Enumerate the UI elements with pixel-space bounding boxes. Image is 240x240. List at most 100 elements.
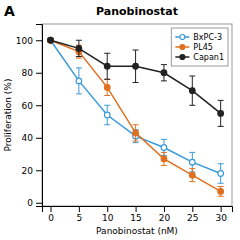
error-bar [161,152,167,165]
tick: 10 [102,206,114,223]
point [104,63,110,69]
point [218,171,224,177]
error-bar [104,79,110,95]
tick-label: 20 [159,213,171,223]
legend-box [171,28,228,66]
error-bar [76,45,82,58]
error-bar-line [218,186,224,187]
error-bar-line [76,56,82,57]
tick-label: 0 [27,198,33,208]
plot-frame [42,24,232,206]
tick-mark [36,105,42,106]
tick: 15 [130,206,141,223]
error-bar-line [104,124,110,125]
error-bar-line [76,67,82,68]
legend-label: BxPC-3 [193,33,222,42]
tick-label: 40 [22,133,34,143]
x-axis-title: Panobinostat (nM) [96,226,178,236]
error-bar-line [104,95,110,96]
tick-label: 100 [16,36,33,46]
error-bar-line [189,105,195,106]
tick-mark [36,40,42,41]
tick-mark [36,73,42,74]
error-bar [133,50,139,83]
point [189,159,195,165]
tick-label: 20 [22,166,34,176]
chart: 0 5 10 15 20 25 30 0 20 40 60 80 100 BxPC-3PL45Capan1… [0,0,240,240]
tick-mark [164,206,165,212]
tick-label: 0 [48,213,54,223]
error-bar-line [218,183,224,184]
error-bar-line [189,168,195,169]
error-bar-line [189,181,195,182]
point [104,85,110,91]
title: Panobinostat [96,5,178,18]
error-bar-line [133,142,139,143]
point [161,70,167,76]
x-axis: 0 5 10 15 20 25 30 [43,206,233,223]
error-bar-line [218,196,224,197]
legend-label: PL45 [193,43,212,52]
tick-mark [192,206,193,212]
point [48,37,54,43]
point [48,37,54,43]
tick: 5 [76,206,82,223]
error-bar-line [104,105,110,106]
tick: 100 [16,36,42,46]
error-bar [76,68,82,94]
tick: 40 [22,133,42,143]
error-bar [189,76,195,105]
error-bar [218,187,224,197]
tick-mark [36,203,42,204]
error-bar [104,105,110,125]
point [133,130,139,136]
tick-label: 80 [22,68,34,78]
point [161,156,167,162]
legend-label: Capan1 [193,53,224,62]
point [76,78,82,84]
tick: 25 [187,206,198,223]
y-axis: 0 20 40 60 80 100 [16,25,43,209]
tick-mark [221,206,222,212]
error-bar-line [133,82,139,83]
error-bar-line [76,40,82,41]
point [133,63,139,69]
series [48,37,224,196]
error-bar-line [189,152,195,153]
error-bar [133,125,139,141]
error-bar-line [104,79,110,80]
error-bar-line [133,50,139,51]
error-bar [76,40,82,56]
point [161,145,167,151]
error-bar-line [76,93,82,94]
point [189,172,195,178]
data [48,37,224,196]
tick: 60 [22,101,42,111]
error-bar [104,53,110,79]
y-axis-title: Proliferation (%) [3,79,13,152]
error-bar-line [161,165,167,166]
tick-mark [51,206,52,212]
legend-marker [180,55,185,60]
error-bar-line [104,53,110,54]
tick-mark [79,206,80,212]
tick: 80 [22,68,42,78]
point [48,37,54,43]
series [48,37,224,126]
tick: 20 [22,166,42,176]
plot: 0 5 10 15 20 25 30 0 20 40 60 80 100 BxPC-3PL45Capan1 [16,24,233,223]
error-bar-line [161,80,167,81]
error-bar [218,164,224,184]
legend: BxPC-3PL45Capan1 [171,28,228,66]
error-bar-line [133,141,139,142]
tick-mark [36,138,42,139]
error-bar-line [218,163,224,164]
tick: 30 [215,206,227,223]
point [189,88,195,94]
tick-label: 15 [130,213,141,223]
error-bar-line [218,100,224,101]
tick-label: 10 [102,213,114,223]
error-bar-line [161,152,167,153]
axis-line [36,25,43,207]
error-bar-line [104,79,110,80]
